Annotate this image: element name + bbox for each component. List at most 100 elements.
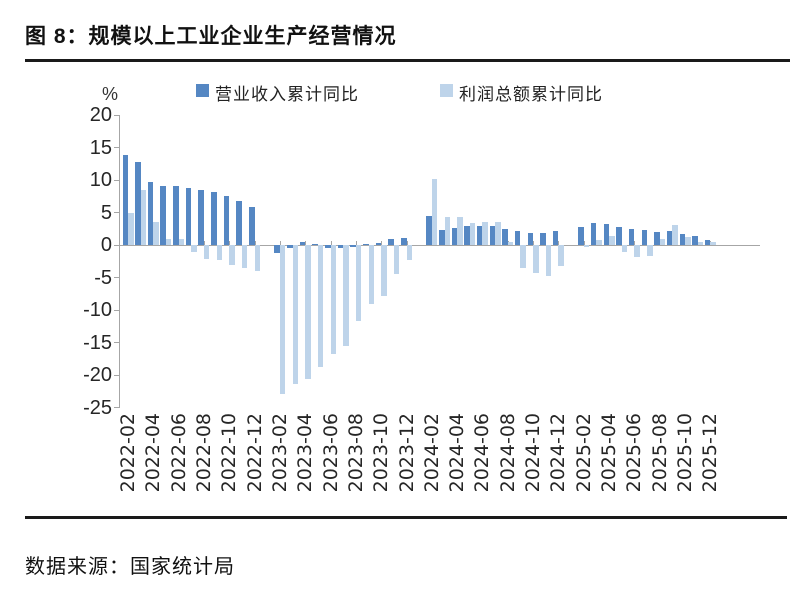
bar-revenue-2025-06	[628, 228, 635, 245]
bar-revenue-2022-11	[236, 201, 242, 245]
bar-revenue-2023-09	[363, 244, 369, 245]
bar-revenue-2025-07	[641, 230, 648, 245]
bar-profit-2025-04	[609, 235, 615, 245]
x-tick-label: 2022-08	[192, 413, 215, 493]
x-axis-tick	[229, 241, 231, 245]
x-tick-label: 2024-02	[420, 413, 443, 493]
bar-profit-2023-10	[381, 245, 387, 296]
bar-revenue-2023-02	[274, 245, 280, 254]
bar-profit-2023-03	[292, 245, 299, 385]
bar-profit-2024-05	[469, 222, 476, 245]
x-tick-label: 2025-06	[623, 413, 646, 493]
y-axis-tick	[114, 342, 119, 343]
bar-profit-2022-10	[229, 245, 235, 265]
y-axis-tick	[114, 244, 119, 246]
x-axis-tick	[254, 241, 256, 245]
x-tick-label: 2025-02	[572, 413, 595, 493]
bar-profit-2022-07	[191, 245, 197, 253]
y-axis-tick	[114, 114, 119, 116]
y-tick-label: 5	[100, 201, 112, 224]
y-tick-label: -20	[83, 364, 112, 386]
bar-profit-2025-12	[710, 242, 716, 245]
bar-profit-2025-06	[634, 245, 640, 257]
bar-revenue-2024-10	[527, 232, 534, 245]
y-axis-tick	[114, 374, 119, 376]
bar-revenue-2025-03	[590, 222, 597, 245]
bar-revenue-2025-02	[578, 226, 584, 245]
y-tick-label: -10	[83, 299, 112, 321]
y-tick-label: -15	[83, 331, 112, 354]
bar-profit-2023-11	[393, 245, 400, 274]
bar-profit-2024-02	[431, 178, 438, 245]
x-tick-label: 2024-04	[446, 413, 469, 493]
bar-revenue-2022-10	[223, 195, 230, 245]
x-tick-label: 2024-08	[496, 413, 519, 493]
bar-revenue-2022-04	[147, 181, 154, 245]
bar-profit-2024-08	[507, 241, 514, 245]
y-axis-line	[119, 115, 120, 408]
bar-revenue-2025-04	[603, 224, 610, 245]
bar-profit-2025-09	[672, 224, 678, 245]
x-axis-tick	[533, 241, 535, 245]
bar-profit-2022-06	[178, 238, 185, 245]
bar-profit-2025-05	[621, 245, 628, 253]
bar-profit-2022-11	[241, 245, 248, 269]
bar-revenue-2023-07	[337, 245, 344, 249]
y-tick-label: -25	[83, 396, 112, 419]
legend-item-revenue	[196, 84, 209, 102]
x-axis-tick	[634, 241, 636, 245]
bar-revenue-2022-05	[160, 185, 166, 245]
x-tick-label: 2023-10	[370, 413, 393, 493]
x-tick-label: 2023-12	[395, 413, 418, 493]
bar-revenue-2022-02	[122, 154, 128, 245]
bar-revenue-2023-04	[299, 241, 306, 245]
x-tick-label: 2022-12	[243, 413, 266, 493]
x-axis-tick	[558, 241, 560, 245]
y-axis-tick	[114, 147, 119, 148]
x-axis-tick	[355, 241, 357, 245]
x-tick-label: 2024-10	[522, 413, 545, 493]
bar-profit-2023-02	[279, 245, 286, 394]
y-axis-tick	[114, 179, 119, 181]
x-axis-tick	[330, 241, 332, 245]
bar-revenue-2023-12	[401, 237, 407, 245]
y-tick-label: 15	[89, 136, 112, 159]
footer-divider	[25, 516, 787, 519]
legend-item-profit	[440, 84, 453, 102]
bar-revenue-2022-07	[185, 187, 192, 245]
bar-profit-2025-07	[647, 245, 653, 257]
x-tick-label: 2022-06	[167, 413, 190, 493]
x-axis-tick	[381, 241, 383, 245]
y-axis-tick	[114, 277, 119, 278]
bar-revenue-2025-05	[616, 227, 622, 245]
x-axis-tick	[305, 241, 307, 245]
bar-profit-2022-08	[203, 245, 210, 259]
bar-revenue-2023-03	[287, 245, 293, 249]
bar-profit-2023-04	[305, 245, 311, 379]
bar-revenue-2022-03	[135, 162, 141, 245]
bar-revenue-2024-11	[540, 233, 546, 245]
bar-revenue-2022-08	[198, 190, 204, 245]
bar-revenue-2022-12	[249, 206, 255, 245]
bar-profit-2024-12	[558, 245, 564, 267]
legend-swatch-revenue	[196, 84, 209, 97]
bar-profit-2025-08	[659, 239, 666, 245]
title-divider	[25, 59, 790, 62]
bar-profit-2025-03	[596, 239, 602, 245]
x-tick-label: 2022-02	[117, 413, 139, 493]
bar-revenue-2025-12	[704, 239, 711, 245]
bar-revenue-2024-02	[426, 215, 432, 245]
bar-profit-2025-10	[685, 236, 691, 245]
bar-profit-2023-07	[343, 245, 349, 346]
y-tick-label: 10	[89, 169, 112, 191]
legend-label-profit: 利润总额累计同比	[459, 85, 603, 104]
bar-profit-2023-12	[406, 245, 413, 260]
x-tick-label: 2025-04	[598, 413, 621, 493]
x-axis-tick	[203, 241, 205, 245]
y-axis-tick	[114, 309, 119, 311]
x-tick-label: 2022-10	[218, 413, 241, 493]
y-axis-unit-label: %	[102, 84, 119, 104]
bar-profit-2022-03	[140, 189, 147, 245]
